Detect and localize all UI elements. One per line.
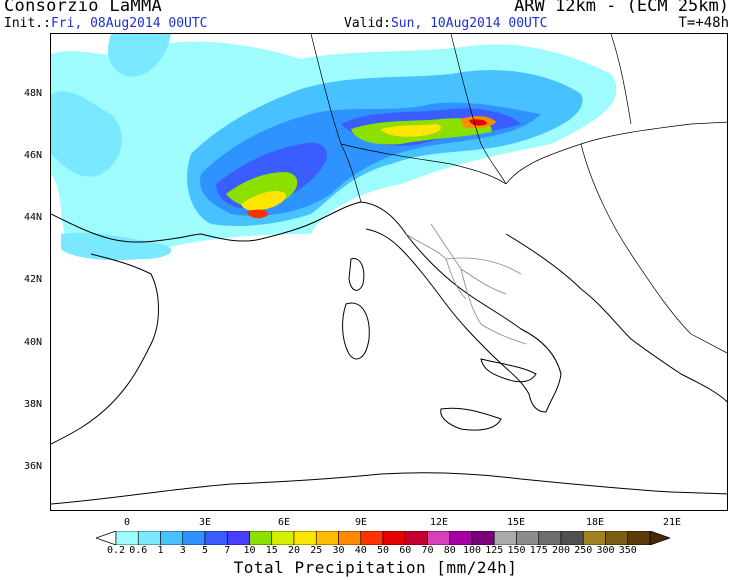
colorbar-label: 25	[310, 545, 323, 556]
colorbar-upper-arrow	[649, 531, 670, 545]
colorbar-swatch	[471, 531, 495, 545]
colorbar-swatch	[449, 531, 473, 545]
colorbar	[96, 531, 670, 545]
regional-borders	[405, 223, 527, 345]
colorbar-label: 20	[287, 545, 301, 556]
colorbar-label: 7	[224, 545, 231, 556]
colorbar-label: 5	[201, 545, 209, 556]
colorbar-swatch	[582, 531, 606, 545]
colorbar-swatch	[226, 531, 250, 545]
lat-label: 38N	[24, 399, 43, 410]
colorbar-swatch	[204, 531, 228, 545]
colorbar-label: 175	[529, 545, 548, 556]
valid-time: Valid:Sun, 10Aug2014 00UTC	[344, 16, 548, 31]
colorbar-swatch	[382, 531, 406, 545]
colorbar-swatch	[315, 531, 339, 545]
init-label: Init.:	[4, 16, 51, 31]
colorbar-label: 250	[574, 545, 593, 556]
colorbar-label: 10	[243, 545, 256, 556]
colorbar-label: 50	[376, 545, 390, 556]
organization-title: Consorzio LaMMA	[4, 0, 163, 16]
precipitation-field	[51, 34, 617, 261]
lon-label: 18E	[585, 517, 605, 528]
colorbar-swatch	[493, 531, 517, 545]
colorbar-label: 150	[507, 545, 526, 556]
colorbar-label: 15	[265, 545, 278, 556]
forecast-step: T=+48h	[678, 15, 729, 31]
lon-label: 9E	[354, 517, 368, 528]
colorbar-label: 3	[179, 545, 186, 556]
lat-label: 40N	[24, 337, 43, 348]
precipitation-map	[50, 33, 728, 511]
colorbar-label: 200	[551, 545, 571, 556]
colorbar-label: 30	[332, 545, 345, 556]
colorbar-swatch	[338, 531, 362, 545]
map-canvas	[51, 34, 727, 505]
lat-label: 46N	[24, 150, 43, 161]
lon-label: 21E	[662, 517, 682, 528]
colorbar-label: 80	[443, 545, 456, 556]
national-borders	[310, 34, 727, 354]
colorbar-label: 1	[157, 545, 164, 556]
colorbar-swatch	[137, 531, 161, 545]
colorbar-swatch	[560, 531, 584, 545]
init-value: Fri, 08Aug2014 00UTC	[50, 16, 208, 31]
lat-label: 44N	[24, 212, 43, 223]
lon-label: 15E	[506, 517, 526, 528]
valid-label: Valid:	[344, 16, 391, 31]
colorbar-swatch	[360, 531, 384, 545]
lon-label: 0	[123, 517, 131, 528]
colorbar-label: 350	[618, 545, 637, 556]
coastlines	[51, 201, 727, 505]
colorbar-swatch	[516, 531, 540, 545]
colorbar-swatch	[160, 531, 184, 545]
colorbar-label: 0.2	[106, 545, 126, 556]
colorbar-label: 40	[354, 545, 367, 556]
colorbar-title: Total Precipitation [mm/24h]	[233, 558, 518, 577]
colorbar-swatch	[605, 531, 629, 545]
colorbar-lower-arrow	[96, 531, 117, 545]
lat-label: 42N	[24, 274, 43, 285]
model-title: ARW 12km - (ECM 25km)	[514, 0, 729, 16]
lat-label: 36N	[24, 461, 43, 472]
lon-label: 6E	[277, 517, 291, 528]
colorbar-swatch	[404, 531, 428, 545]
valid-value: Sun, 10Aug2014 00UTC	[390, 16, 548, 31]
lon-label: 3E	[198, 517, 212, 528]
colorbar-swatch	[115, 531, 139, 545]
colorbar-swatch	[293, 531, 317, 545]
colorbar-swatch	[538, 531, 562, 545]
colorbar-swatch	[271, 531, 295, 545]
colorbar-label: 300	[596, 545, 615, 556]
colorbar-label: 60	[399, 545, 412, 556]
colorbar-label: 0.6	[129, 545, 148, 556]
init-time: Init.:Fri, 08Aug2014 00UTC	[4, 16, 208, 31]
colorbar-swatch	[627, 531, 651, 545]
colorbar-swatch	[427, 531, 451, 545]
colorbar-swatch	[182, 531, 206, 545]
colorbar-label: 70	[421, 545, 434, 556]
colorbar-label: 100	[462, 545, 482, 556]
colorbar-label: 125	[485, 545, 504, 556]
colorbar-swatch	[249, 531, 273, 545]
lat-label: 48N	[24, 88, 43, 99]
lon-label: 12E	[429, 517, 449, 528]
